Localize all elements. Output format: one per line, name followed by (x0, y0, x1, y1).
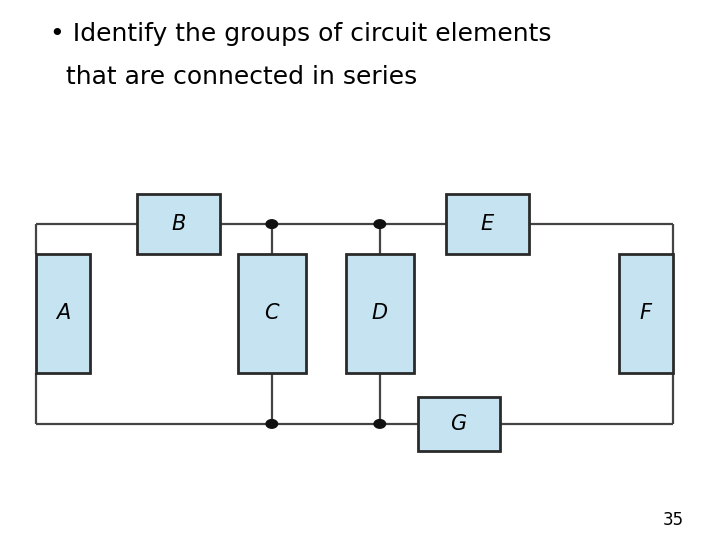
Circle shape (374, 220, 386, 228)
FancyBboxPatch shape (238, 254, 306, 373)
FancyBboxPatch shape (36, 254, 90, 373)
Text: 35: 35 (663, 511, 684, 529)
Text: $\it{C}$: $\it{C}$ (264, 303, 280, 323)
FancyBboxPatch shape (446, 194, 529, 254)
Circle shape (266, 420, 278, 428)
Circle shape (266, 220, 278, 228)
Text: • Identify the groups of circuit elements: • Identify the groups of circuit element… (50, 22, 552, 45)
Circle shape (374, 420, 386, 428)
FancyBboxPatch shape (346, 254, 414, 373)
FancyBboxPatch shape (137, 194, 220, 254)
Text: $\it{A}$: $\it{A}$ (55, 303, 71, 323)
Text: $\it{D}$: $\it{D}$ (372, 303, 388, 323)
FancyBboxPatch shape (619, 254, 673, 373)
FancyBboxPatch shape (418, 397, 500, 451)
Text: $\it{F}$: $\it{F}$ (639, 303, 653, 323)
Text: $\it{E}$: $\it{E}$ (480, 214, 495, 234)
Text: $\it{G}$: $\it{G}$ (451, 414, 467, 434)
Text: that are connected in series: that are connected in series (50, 65, 418, 89)
Text: $\it{B}$: $\it{B}$ (171, 214, 186, 234)
